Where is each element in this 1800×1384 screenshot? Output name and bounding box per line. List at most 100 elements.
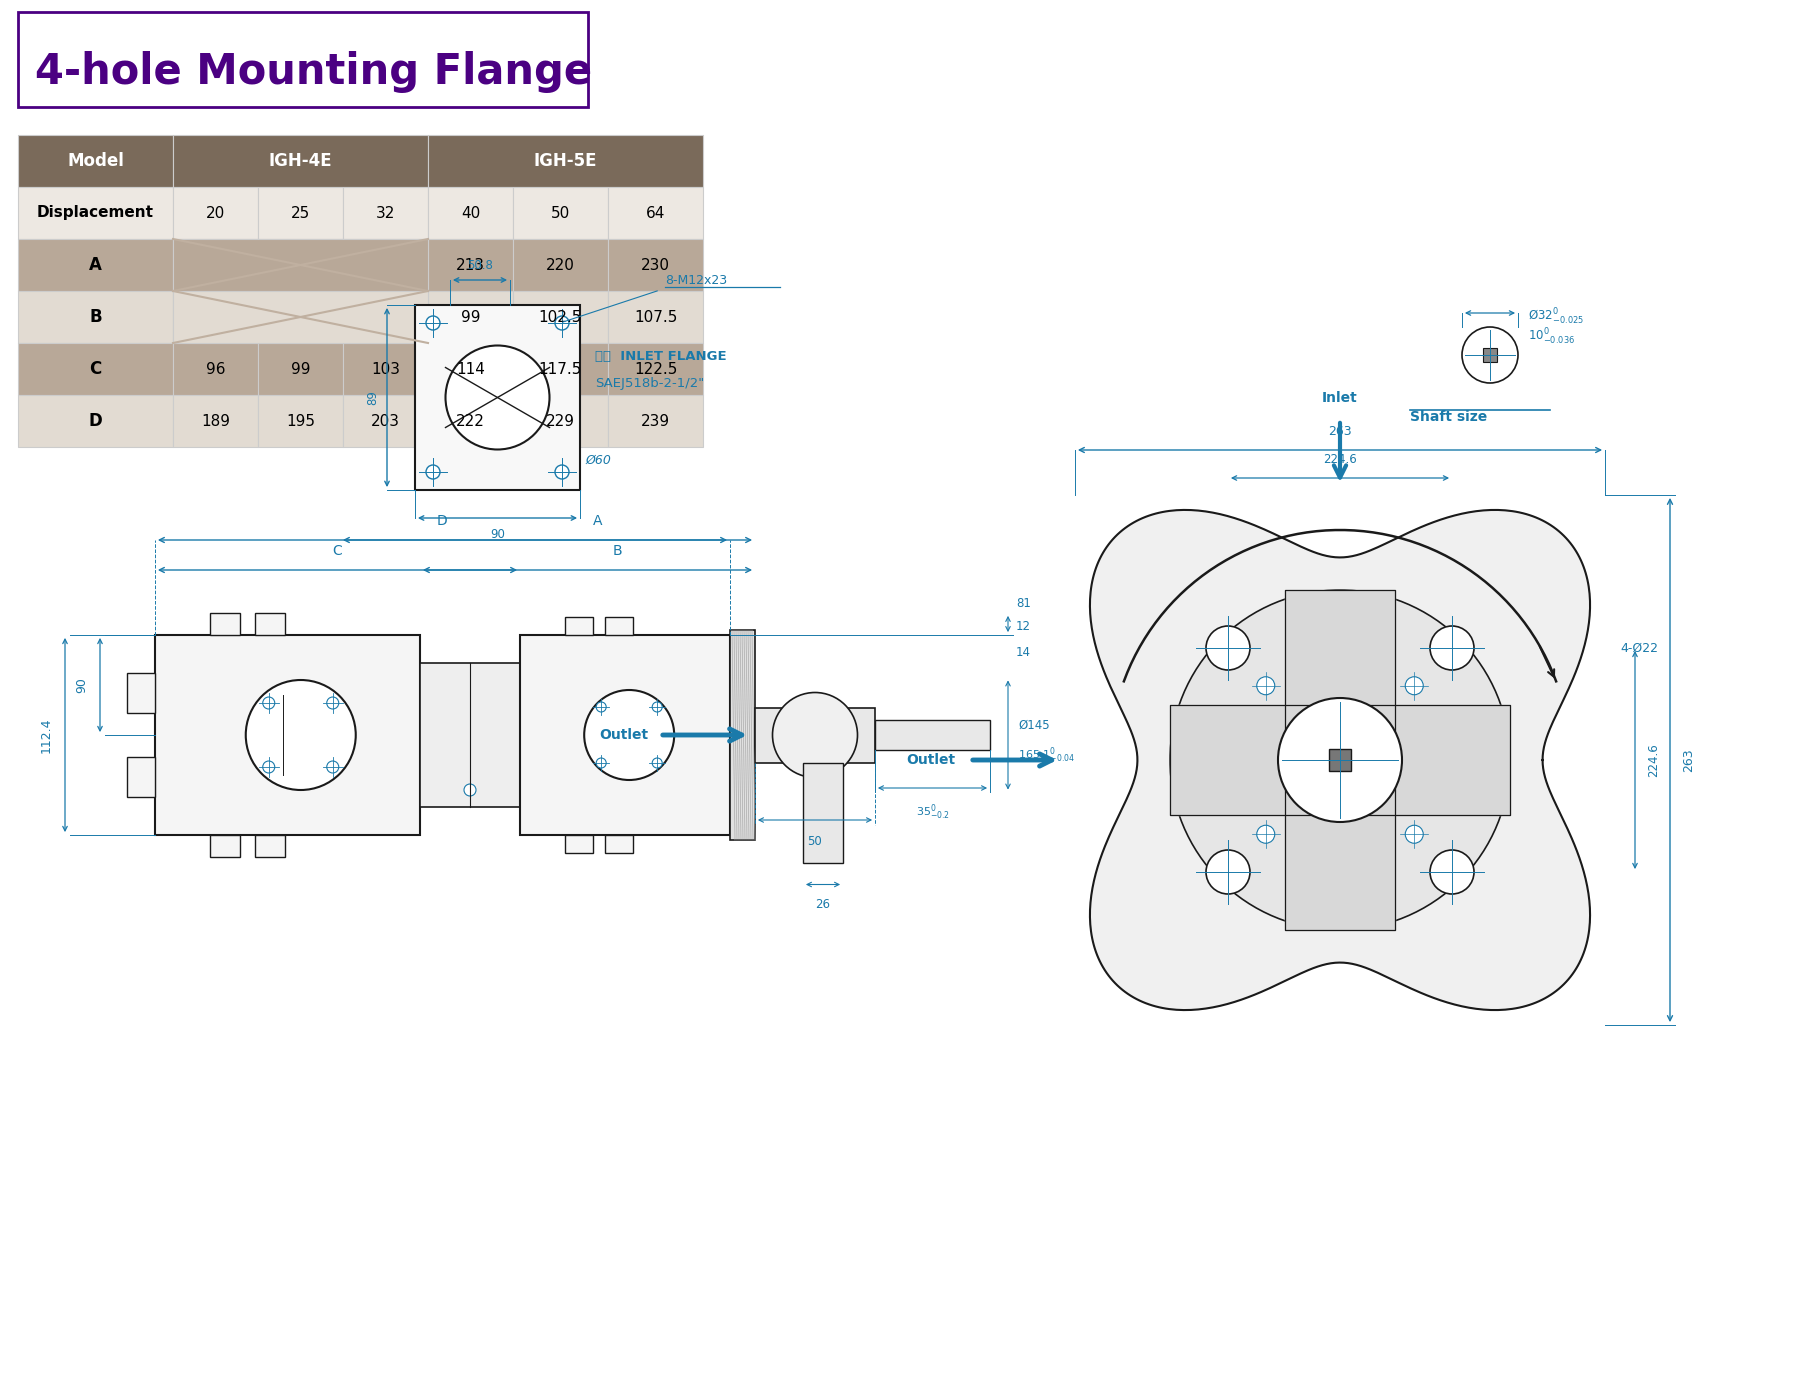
Bar: [1483, 347, 1498, 363]
Text: B: B: [90, 309, 103, 327]
Bar: [18, 394, 173, 447]
Text: 4-hole Mounting Flange: 4-hole Mounting Flange: [34, 51, 592, 93]
Polygon shape: [1170, 704, 1339, 815]
Bar: [18, 343, 173, 394]
Bar: [173, 239, 257, 291]
Text: 165.1$^{0}_{-0.04}$: 165.1$^{0}_{-0.04}$: [1019, 745, 1075, 765]
Bar: [344, 187, 428, 239]
Bar: [513, 343, 608, 394]
Text: 102.5: 102.5: [538, 310, 581, 324]
Circle shape: [1256, 677, 1274, 695]
Circle shape: [772, 692, 857, 778]
Circle shape: [554, 316, 569, 329]
Bar: [605, 835, 634, 853]
Text: 117.5: 117.5: [538, 361, 581, 376]
Text: 239: 239: [641, 414, 670, 429]
Text: B: B: [612, 544, 623, 558]
Text: Shaft size: Shaft size: [1409, 410, 1487, 424]
Circle shape: [554, 465, 569, 479]
Text: 4-Ø22: 4-Ø22: [1620, 642, 1658, 655]
Bar: [211, 613, 239, 635]
Circle shape: [446, 346, 549, 450]
Text: 32: 32: [376, 205, 396, 220]
Bar: [605, 617, 634, 635]
Text: C: C: [333, 544, 342, 558]
Bar: [803, 763, 842, 862]
Text: Inlet: Inlet: [1323, 392, 1357, 406]
Circle shape: [1256, 825, 1274, 843]
Text: IGH-4E: IGH-4E: [268, 152, 333, 170]
Text: 230: 230: [641, 257, 670, 273]
Text: 263: 263: [1681, 749, 1696, 772]
Circle shape: [1278, 698, 1402, 822]
Bar: [344, 239, 428, 291]
Polygon shape: [1285, 590, 1395, 760]
Text: 189: 189: [202, 414, 230, 429]
Bar: [211, 835, 239, 857]
Bar: [419, 663, 520, 807]
Bar: [18, 12, 589, 107]
Bar: [565, 835, 592, 853]
Bar: [608, 394, 704, 447]
Bar: [257, 291, 344, 343]
Text: 114: 114: [455, 361, 484, 376]
Text: 122.5: 122.5: [634, 361, 677, 376]
Bar: [173, 239, 428, 291]
Circle shape: [1462, 327, 1517, 383]
Circle shape: [1206, 850, 1249, 894]
Text: Outlet: Outlet: [905, 753, 956, 767]
Circle shape: [427, 465, 439, 479]
Bar: [173, 394, 257, 447]
Circle shape: [247, 680, 356, 790]
Text: 222: 222: [455, 414, 484, 429]
Bar: [428, 394, 513, 447]
Circle shape: [652, 758, 662, 768]
Bar: [257, 239, 344, 291]
Bar: [416, 304, 580, 490]
Text: 224.6: 224.6: [1323, 453, 1357, 466]
Text: Ø32$^{0}_{-0.025}$: Ø32$^{0}_{-0.025}$: [1528, 307, 1584, 327]
Bar: [513, 239, 608, 291]
Text: A: A: [592, 513, 603, 529]
Text: 203: 203: [371, 414, 400, 429]
Bar: [128, 757, 155, 797]
Bar: [428, 136, 704, 187]
Text: 224.6: 224.6: [1647, 743, 1660, 776]
Bar: [173, 187, 257, 239]
Bar: [173, 291, 428, 343]
Text: 25: 25: [292, 205, 310, 220]
Bar: [344, 343, 428, 394]
Text: 40: 40: [461, 205, 481, 220]
Circle shape: [1429, 850, 1474, 894]
Bar: [428, 291, 513, 343]
Circle shape: [263, 698, 275, 709]
Text: D: D: [88, 412, 103, 430]
Text: 229: 229: [545, 414, 574, 429]
Text: Ø145: Ø145: [1019, 718, 1049, 732]
Bar: [173, 136, 428, 187]
Text: 99: 99: [461, 310, 481, 324]
Bar: [875, 720, 990, 750]
Bar: [256, 613, 284, 635]
Bar: [18, 291, 173, 343]
Bar: [173, 343, 257, 394]
Text: 213: 213: [455, 257, 484, 273]
Text: 64: 64: [646, 205, 666, 220]
Circle shape: [464, 783, 475, 796]
Circle shape: [1429, 626, 1474, 670]
Text: D: D: [437, 513, 448, 529]
Bar: [256, 835, 284, 857]
Bar: [608, 291, 704, 343]
Text: 35$^{0}_{-0.2}$: 35$^{0}_{-0.2}$: [916, 801, 949, 822]
Bar: [173, 291, 257, 343]
Text: 50: 50: [808, 835, 823, 848]
Text: C: C: [90, 360, 101, 378]
Text: Outlet: Outlet: [599, 728, 648, 742]
Circle shape: [427, 316, 439, 329]
Text: 8-M12x23: 8-M12x23: [664, 274, 727, 286]
Text: 89: 89: [365, 390, 380, 406]
Text: 107.5: 107.5: [634, 310, 677, 324]
Circle shape: [1206, 626, 1249, 670]
Text: 12: 12: [1015, 620, 1031, 634]
Bar: [257, 187, 344, 239]
